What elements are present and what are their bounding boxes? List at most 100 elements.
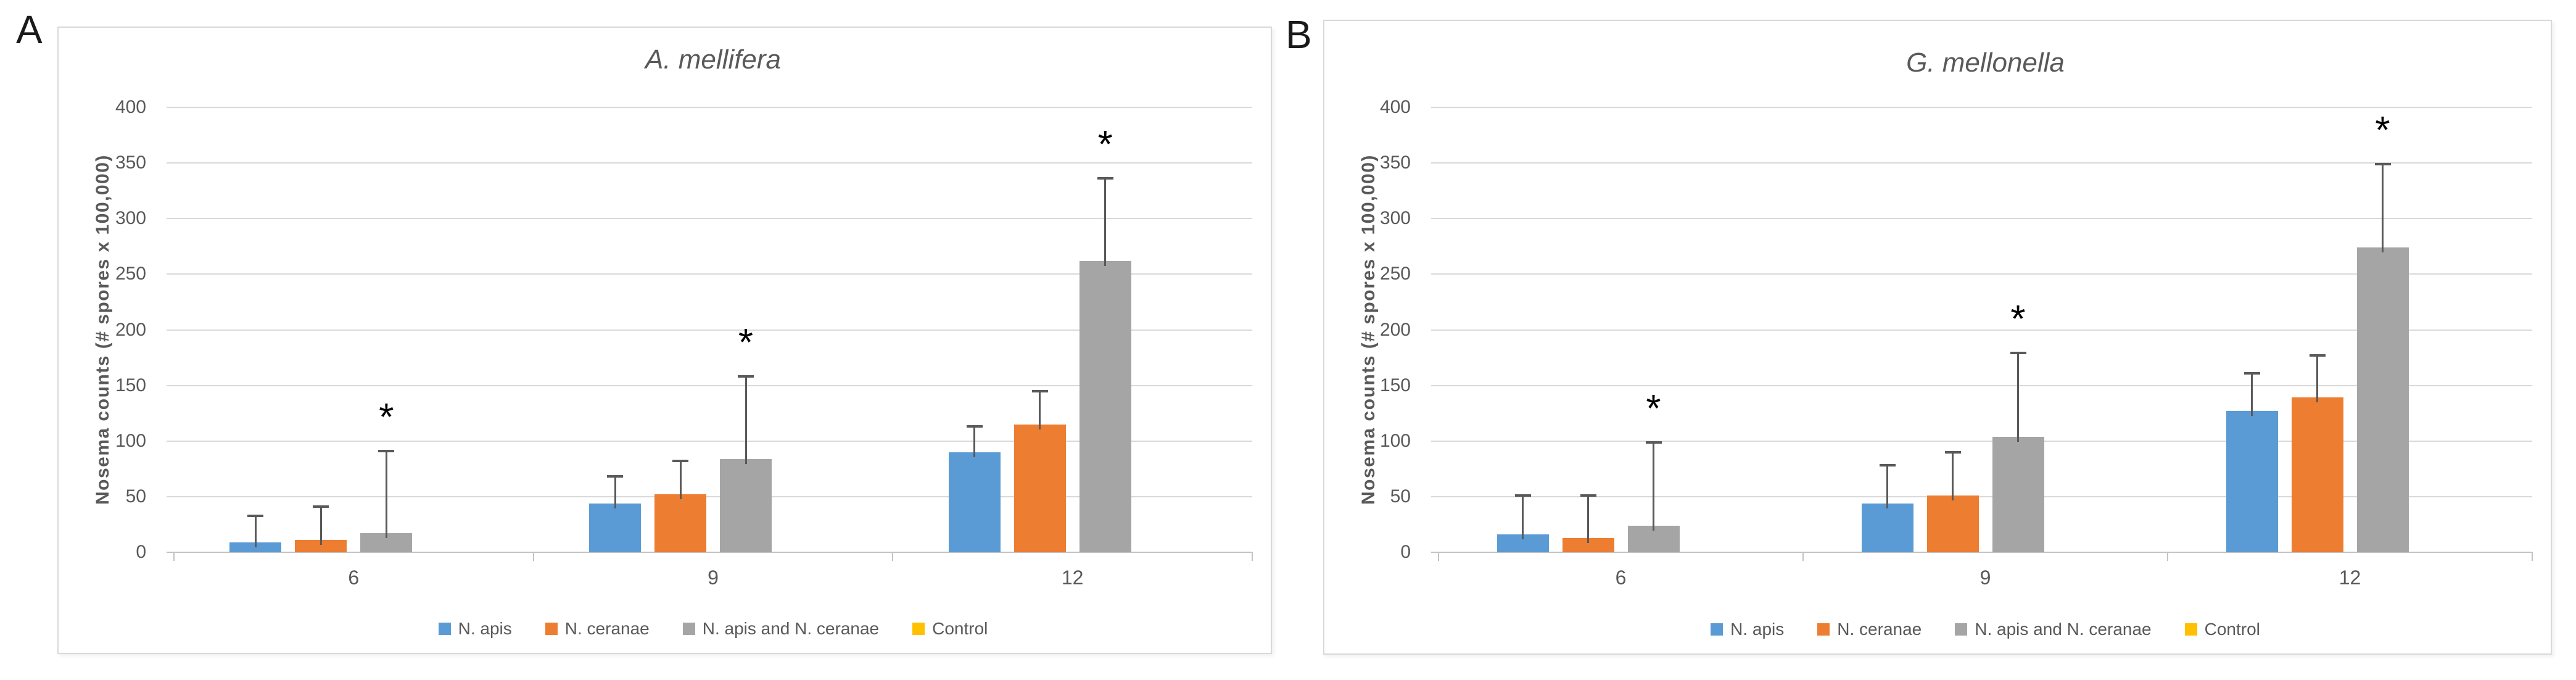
error-bar-cap (2010, 352, 2026, 355)
panel-label-a: A (16, 7, 43, 52)
error-bar-cap (1514, 494, 1531, 497)
chart-panel-a: A. mellifera Nosema counts (# spores x 1… (57, 27, 1272, 654)
gridline-y-100 (1431, 440, 2532, 442)
error-bar-line (320, 507, 322, 545)
legend-swatch-n-apis-and-n-ceranae (1955, 623, 1968, 636)
error-bar-cap (672, 460, 688, 463)
bar-n-ceranae-day-6 (295, 540, 347, 552)
legend-a: N. apis N. ceranae N. apis and N. ceranae C… (174, 615, 1252, 642)
error-bar-line (1886, 465, 1888, 508)
error-bar-line (254, 515, 257, 547)
gridline-y-300 (167, 218, 1252, 220)
x-axis-tick (2167, 552, 2168, 561)
error-bar-line (1039, 391, 1041, 429)
y-tick-label-150: 150 (115, 375, 146, 396)
error-bar-line (1522, 495, 1524, 540)
legend-b: N. apis N. ceranae N. apis and N. ceranae C… (1439, 616, 2532, 643)
legend-swatch-control (2184, 623, 2197, 636)
x-tick-label-9: 9 (1979, 566, 1991, 589)
y-tick-label-200: 200 (1379, 319, 1411, 340)
panel-label-b: B (1286, 12, 1312, 57)
error-bar-cap (1879, 464, 1896, 467)
error-bar-line (973, 426, 976, 457)
gridline-y-400 (167, 107, 1252, 108)
x-axis-tick (1802, 552, 1804, 561)
legend-swatch-n-apis-and-n-ceranae (682, 623, 695, 635)
y-tick-label-250: 250 (115, 263, 146, 284)
significance-asterisk: * (1646, 387, 1661, 430)
bar-n-apis-day-6 (229, 542, 282, 552)
x-axis-tick (2532, 552, 2533, 561)
chart-title-b: G. mellonella (1906, 48, 2065, 78)
x-axis-tick (1252, 552, 1253, 561)
legend-swatch-n-ceranae (545, 623, 558, 635)
plot-area-b: 0 50 100 150 200 250 300 350 400 6 * 9 * 12 * (1324, 21, 2551, 653)
bar-n-apis-and-n-ceranae-day-9 (1992, 436, 2044, 552)
legend-label: N. apis (1730, 620, 1785, 639)
error-bar-line (2382, 164, 2384, 253)
gridline-y-350 (167, 162, 1252, 164)
legend-label: N. ceranae (1837, 620, 1922, 639)
legend-item-n-ceranae: N. ceranae (1817, 620, 1922, 639)
gridline-y-150 (1431, 384, 2532, 386)
error-bar-cap (313, 505, 329, 508)
x-tick-label-6: 6 (348, 566, 360, 589)
error-bar-cap (738, 375, 754, 378)
error-bar-line (614, 476, 616, 508)
y-tick-label-0: 0 (1400, 542, 1411, 562)
error-bar-cap (1580, 494, 1596, 497)
gridline-y-250 (167, 273, 1252, 275)
gridline-y-50 (1431, 495, 2532, 497)
error-bar-line (1653, 442, 1654, 531)
gridline-y-50 (167, 495, 1252, 497)
legend-item-n-apis: N. apis (438, 619, 512, 639)
bar-n-apis-day-9 (1861, 503, 1913, 552)
bar-n-apis-day-12 (2226, 411, 2278, 552)
y-tick-label-300: 300 (115, 208, 146, 229)
x-tick-label-9: 9 (708, 566, 719, 589)
y-tick-label-200: 200 (115, 319, 146, 340)
y-tick-label-350: 350 (115, 152, 146, 173)
plot-area-a: 0 50 100 150 200 250 300 350 400 6 * 9 * 12 * (59, 28, 1271, 653)
error-bar-line (1952, 452, 1954, 501)
y-tick-label-400: 400 (1379, 97, 1411, 117)
legend-item-n-ceranae: N. ceranae (545, 619, 650, 639)
significance-asterisk: * (2375, 109, 2390, 152)
error-bar-cap (607, 475, 623, 478)
gridline-y-300 (1431, 218, 2532, 220)
y-tick-label-0: 0 (136, 542, 146, 562)
error-bar-cap (1097, 177, 1113, 180)
x-axis-tick (532, 552, 534, 561)
legend-swatch-control (912, 623, 925, 635)
bar-n-ceranae-day-9 (654, 494, 706, 552)
bar-n-apis-day-12 (948, 452, 1001, 552)
error-bar-line (385, 450, 387, 539)
error-bar-cap (1031, 389, 1048, 392)
error-bar-line (1104, 178, 1107, 266)
bar-n-apis-day-9 (589, 503, 641, 552)
y-tick-label-400: 400 (115, 97, 146, 117)
gridline-y-400 (1431, 107, 2532, 108)
y-tick-label-250: 250 (1379, 263, 1411, 284)
error-bar-cap (2374, 162, 2391, 165)
y-tick-label-50: 50 (1390, 486, 1411, 507)
error-bar-cap (247, 514, 264, 517)
chart-panel-b: G. mellonella Nosema counts (# spores x … (1323, 20, 2552, 655)
significance-asterisk: * (1097, 123, 1113, 167)
x-axis-tick (892, 552, 894, 561)
legend-item-control: Control (2184, 620, 2260, 639)
legend-item-n-apis: N. apis (1711, 620, 1784, 639)
legend-label: N. apis and N. ceranae (702, 619, 880, 638)
bar-n-apis-and-n-ceranae-day-12 (2356, 247, 2409, 552)
legend-item-n-apis-and-n-ceranae: N. apis and N. ceranae (1955, 620, 2152, 639)
x-tick-label-12: 12 (2339, 566, 2361, 589)
legend-label: Control (932, 619, 988, 638)
legend-swatch-n-apis (438, 623, 451, 635)
y-tick-label-100: 100 (1379, 430, 1411, 451)
legend-swatch-n-ceranae (1817, 623, 1830, 636)
significance-asterisk: * (379, 396, 394, 439)
y-tick-label-150: 150 (1379, 375, 1411, 396)
gridline-y-250 (1431, 273, 2532, 275)
x-axis-tick (1438, 552, 1439, 561)
